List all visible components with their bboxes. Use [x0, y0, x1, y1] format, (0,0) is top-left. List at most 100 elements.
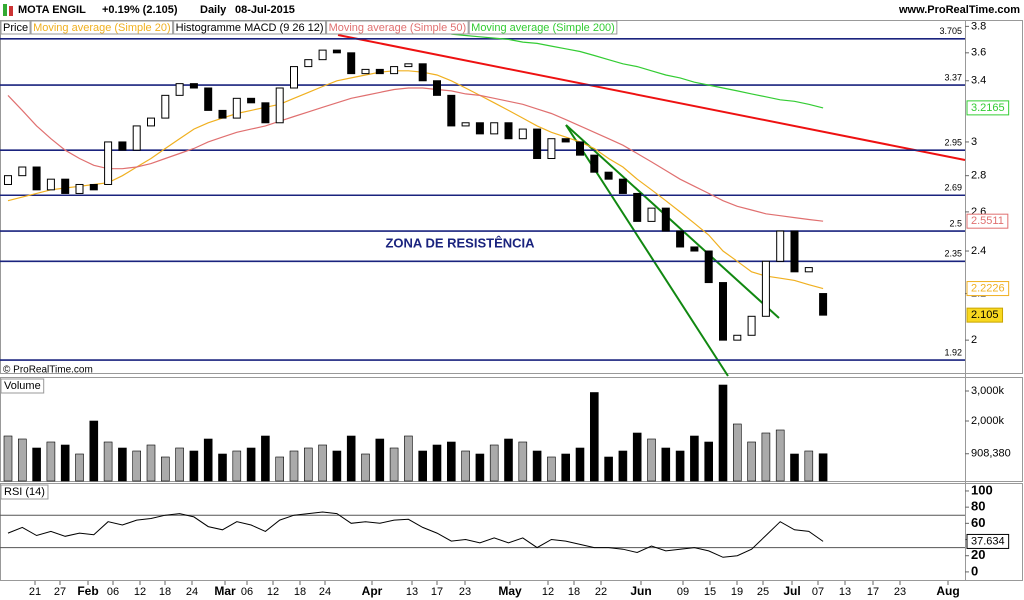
y-tick-label: 100	[971, 482, 993, 497]
volume-bar	[289, 450, 299, 482]
logo-icon	[3, 4, 7, 16]
y-tick-label: 20	[971, 547, 985, 562]
x-tick-label: 23	[894, 586, 906, 598]
candle	[776, 230, 785, 262]
candle	[304, 59, 313, 68]
volume-bar	[346, 435, 356, 482]
candle	[261, 102, 270, 124]
volume-bar	[446, 441, 456, 482]
candle	[61, 178, 70, 194]
volume-bar	[261, 435, 270, 482]
rsi-panel	[0, 483, 1023, 581]
trend-line	[565, 124, 780, 319]
x-tick-label: 24	[319, 586, 331, 598]
candle	[804, 267, 813, 273]
candle	[561, 138, 570, 143]
period: Daily	[200, 4, 227, 16]
x-tick-label: 24	[186, 586, 198, 598]
volume-bar	[389, 447, 399, 482]
volume-bar	[704, 441, 714, 482]
volume-bar	[17, 438, 27, 482]
volume-bar	[32, 447, 41, 482]
candle	[132, 125, 141, 151]
volume-bar	[118, 447, 127, 482]
legend-entry: Histogramme MACD (9 26 12)	[176, 22, 324, 34]
candle	[576, 141, 584, 156]
candle	[661, 207, 670, 232]
candle	[533, 128, 542, 160]
volume-bar	[3, 435, 13, 482]
legend-box	[326, 20, 469, 35]
volume-bar	[418, 450, 428, 482]
value-label: 2.2226	[971, 282, 1005, 294]
moving-average	[7, 70, 824, 290]
level-label: 3.705	[939, 26, 962, 36]
candle	[332, 49, 341, 54]
x-tick-label: 09	[677, 586, 689, 598]
x-tick-label: 22	[595, 586, 607, 598]
candle	[18, 166, 27, 177]
level-label: 1.92	[944, 347, 962, 357]
y-tick-label: 2.4	[971, 245, 986, 257]
candle	[104, 141, 113, 185]
date: 08-Jul-2015	[235, 4, 295, 16]
volume-bar	[575, 447, 585, 482]
volume-bar	[475, 453, 485, 482]
value-label: 3.2165	[971, 102, 1005, 114]
volume-bar	[661, 447, 671, 482]
value-label: 2.105	[971, 309, 999, 321]
panel-title: Volume	[4, 380, 41, 392]
value-box	[966, 213, 1009, 229]
volume-bar	[203, 438, 213, 482]
legend-entry: Price	[3, 22, 28, 34]
y-tick-label: 3.8	[971, 20, 986, 32]
candle	[75, 183, 84, 194]
header: MOTA ENGIL +0.19% (2.105) Daily 08-Jul-2…	[18, 4, 1020, 16]
candle	[375, 68, 384, 75]
volume-bar	[332, 450, 342, 482]
candle	[690, 246, 699, 252]
candle	[418, 63, 427, 82]
candle	[247, 97, 256, 104]
panel-title-box	[0, 378, 45, 394]
candle	[204, 87, 213, 111]
x-tick-label: 27	[54, 586, 66, 598]
volume-bar	[547, 456, 556, 482]
volume-bar	[46, 441, 56, 482]
volume-panel	[0, 377, 1023, 482]
y-tick-label: 2	[971, 334, 977, 346]
symbol: MOTA ENGIL	[18, 4, 86, 16]
level-label: 2.35	[944, 249, 962, 259]
candle	[4, 175, 12, 185]
candle	[547, 138, 556, 160]
volume-bar	[675, 450, 685, 482]
moving-average	[7, 87, 824, 222]
candle	[719, 282, 727, 341]
candle	[676, 230, 685, 248]
candle	[447, 94, 456, 127]
x-tick-label: 12	[134, 586, 146, 598]
volume-bar	[718, 384, 728, 482]
legend-box	[30, 20, 174, 35]
y-tick-label: 3,000k	[971, 385, 1005, 397]
volume-bar	[246, 447, 256, 482]
candle	[318, 49, 327, 61]
volume-bar	[775, 429, 785, 482]
volume-bar	[732, 423, 742, 482]
volume-bar	[618, 450, 628, 482]
x-tick-label: 18	[568, 586, 580, 598]
x-tick-label: 12	[267, 586, 279, 598]
volume-bar	[89, 420, 99, 482]
candle	[633, 192, 642, 222]
volume-bar	[561, 453, 571, 482]
volume-bar	[232, 450, 242, 482]
candle	[433, 80, 441, 96]
candle	[32, 166, 41, 191]
candle	[618, 178, 627, 194]
value-label: 2.5511	[971, 215, 1004, 227]
volume-bar	[589, 392, 599, 482]
legend-entry: Moving average (Simple 50)	[329, 22, 467, 34]
candle	[404, 63, 413, 68]
candle	[704, 250, 713, 284]
